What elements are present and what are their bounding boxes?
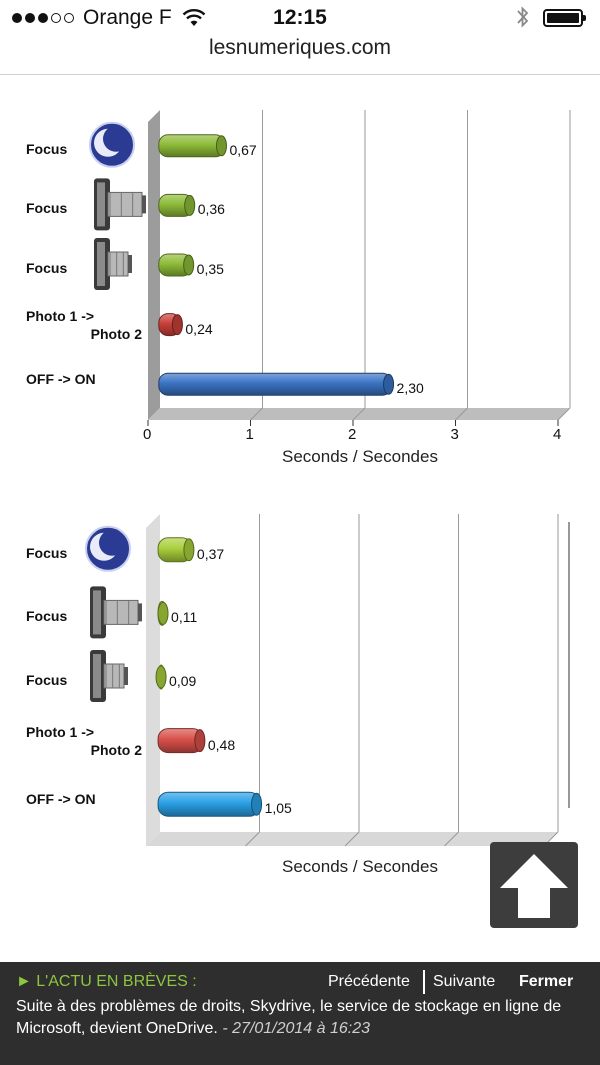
grid-line-floor — [245, 831, 260, 847]
bar-value-label: 0,24 — [185, 320, 213, 337]
bar-value-label: 0,36 — [197, 201, 225, 218]
x-tick-label: 0 — [143, 426, 152, 443]
arrow-up-icon — [500, 854, 568, 918]
category-label: Focus — [26, 140, 68, 157]
signal-dot-empty-icon — [51, 13, 61, 23]
bar — [157, 728, 206, 754]
news-kicker: ► L'ACTU EN BRÈVES : — [16, 973, 197, 990]
bar — [158, 372, 395, 396]
grid-line-floor — [455, 407, 468, 421]
category-label: Photo 1 -> — [26, 307, 95, 324]
x-tick-label: 3 — [450, 426, 459, 443]
grid-line-floor — [444, 831, 459, 847]
grid-line-floor — [250, 407, 263, 421]
bar — [157, 600, 169, 626]
bar-value-label: 0,11 — [171, 609, 198, 626]
category-label: Focus — [26, 200, 68, 217]
chart-plot-svg — [89, 110, 571, 426]
category-label-line2: Photo 2 — [90, 325, 142, 342]
grid-line-floor — [352, 407, 366, 421]
bar-value-label: 0,35 — [196, 261, 224, 277]
bar — [157, 791, 263, 817]
wifi-icon — [182, 9, 206, 26]
category-label: Focus — [26, 672, 68, 688]
signal-carrier: Orange F — [12, 6, 206, 30]
category-label: Focus — [26, 260, 68, 276]
battery-icon — [543, 9, 586, 27]
news-ticker: ► L'ACTU EN BRÈVES : Précédente Suivante… — [0, 962, 600, 1065]
x-axis-title: Seconds / Secondes — [282, 857, 438, 876]
x-tick-label: 4 — [553, 426, 562, 443]
x-tick-label: 1 — [245, 426, 254, 443]
category-label: OFF -> ON — [26, 371, 96, 388]
bar — [158, 134, 227, 158]
news-close-button[interactable]: Fermer — [519, 973, 574, 990]
bar-value-label: 0,37 — [196, 545, 225, 562]
bar-value-label: 2,30 — [396, 380, 424, 397]
category-label-line2: Photo 2 — [90, 741, 142, 758]
bar — [158, 313, 183, 337]
bar — [155, 664, 167, 690]
news-headline: Suite à des problèmes de droits, Skydriv… — [16, 998, 562, 1037]
status-bar: Orange F 12:15 — [0, 0, 600, 34]
camera-zoom-tele-icon — [90, 586, 142, 639]
signal-dot-icon — [38, 13, 48, 23]
bar — [157, 537, 195, 563]
news-date: - 27/01/2014 à 16:23 — [222, 1020, 370, 1037]
bar — [158, 253, 195, 277]
moon-icon — [89, 121, 135, 168]
address-bar-url[interactable]: lesnumeriques.com — [208, 36, 392, 59]
scroll-top-button[interactable] — [490, 842, 578, 928]
news-next-button[interactable]: Suivante — [433, 973, 496, 990]
news-prev-button[interactable]: Précédente — [328, 973, 410, 990]
news-text[interactable]: Suite à des problèmes de droits, Skydriv… — [16, 996, 591, 1040]
moon-icon — [85, 525, 131, 572]
plot-side-wall — [146, 514, 160, 846]
carrier-name: Orange F — [83, 6, 172, 29]
camera-zoom-tele-icon — [94, 178, 146, 231]
grid-line-floor — [557, 407, 571, 421]
camera-zoom-wide-icon — [94, 238, 132, 290]
category-label: Focus — [26, 608, 68, 625]
divider — [0, 74, 600, 75]
bluetooth-icon — [517, 6, 529, 28]
news-separator — [423, 970, 425, 994]
signal-dot-icon — [25, 13, 35, 23]
category-label: Focus — [26, 544, 68, 561]
signal-dot-icon — [12, 13, 22, 23]
x-axis-title: Seconds / Secondes — [282, 447, 438, 466]
category-label: Photo 1 -> — [26, 723, 95, 740]
signal-dot-empty-icon — [64, 13, 74, 23]
bar-value-label: 0,09 — [169, 673, 197, 689]
plot-side-wall — [148, 110, 160, 420]
bar-value-label: 0,48 — [207, 736, 236, 753]
camera-zoom-wide-icon — [90, 650, 128, 702]
x-tick-label: 2 — [348, 426, 357, 443]
grid-line-floor — [344, 831, 360, 847]
chart-speed-1: 0 1 2 3 4 0,67 Focus 0,36 Focus 0,35 Focus 0,24 Phot… — [0, 90, 600, 480]
chart-plot-svg — [85, 514, 570, 847]
status-time: 12:15 — [273, 6, 327, 29]
chart-speed-2: 0,37 Focus 0,11 Focus 0,09 Focus 0,48 Photo 1 -… — [0, 500, 600, 890]
category-label: OFF -> ON — [26, 791, 96, 808]
bar-value-label: 1,05 — [264, 800, 292, 817]
bar — [158, 193, 196, 217]
bar-value-label: 0,67 — [229, 141, 257, 158]
